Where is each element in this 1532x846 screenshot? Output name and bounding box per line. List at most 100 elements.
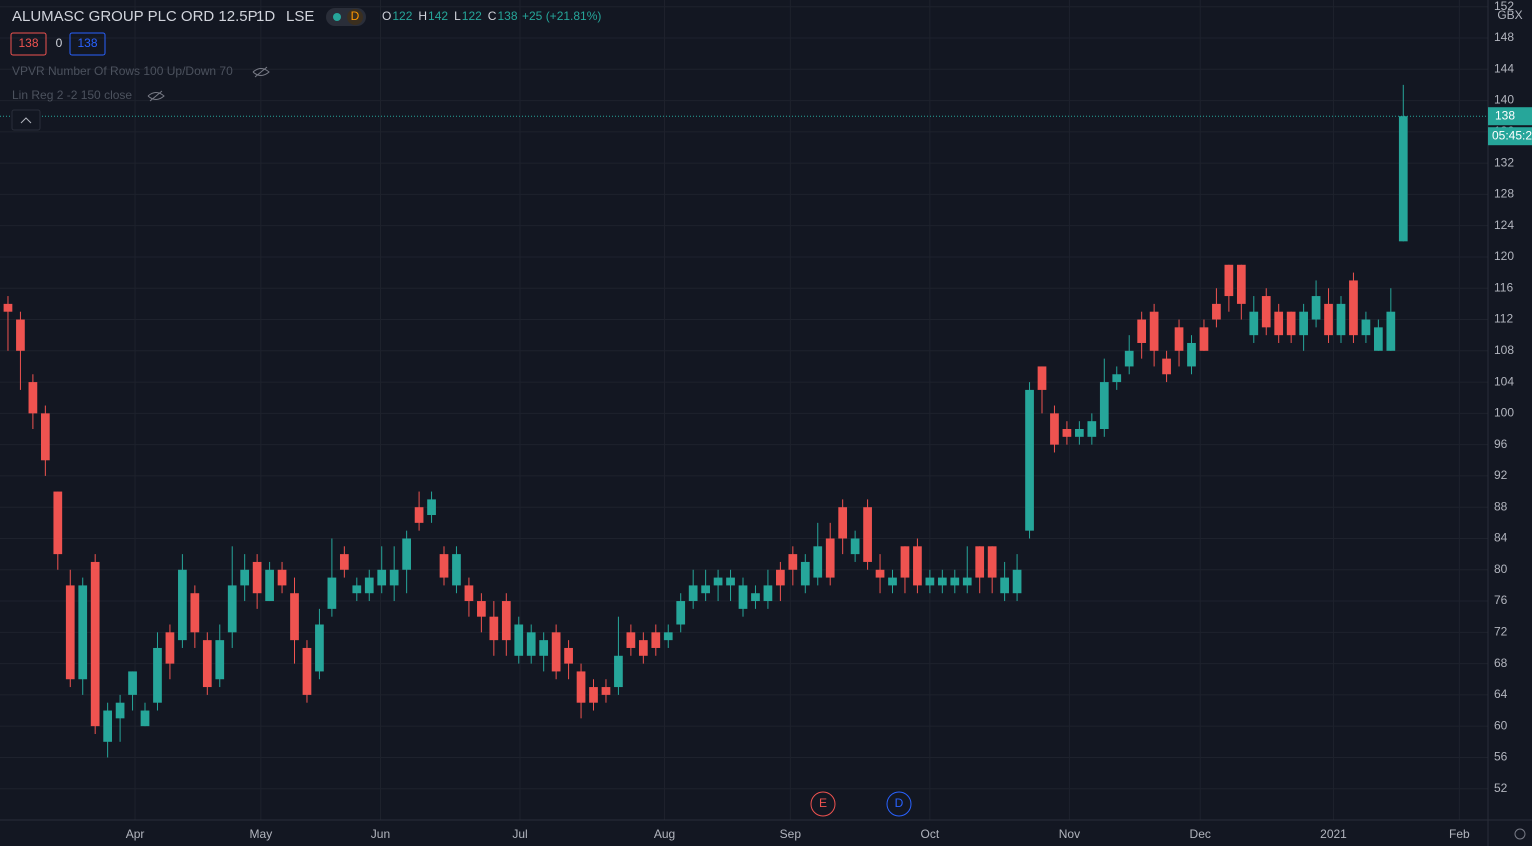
interval[interactable]: 1D	[256, 8, 275, 25]
x-tick-label: Oct	[921, 827, 940, 841]
candle-body	[464, 585, 474, 602]
candle-body	[1374, 327, 1383, 351]
ohlc-key: O	[382, 9, 391, 23]
hidden-icon[interactable]	[252, 66, 270, 78]
x-tick-label: 2021	[1320, 827, 1347, 841]
candle-body	[178, 569, 187, 641]
candle-body	[638, 640, 648, 656]
candle-body	[751, 593, 760, 602]
event-earnings[interactable]	[810, 791, 836, 817]
candle-body	[1261, 296, 1271, 328]
bid-box[interactable]	[10, 32, 47, 56]
candle-body	[763, 585, 773, 602]
candle-body	[875, 569, 885, 578]
candle-body	[738, 585, 748, 609]
symbol: ALUMASC GROUP PLC ORD 12.5P	[12, 8, 258, 25]
countdown-tag	[1488, 127, 1532, 146]
candle-body	[1199, 327, 1209, 351]
candle-body	[1274, 311, 1284, 336]
candle-body	[1249, 311, 1259, 336]
candle-body	[526, 632, 536, 656]
settings-icon[interactable]	[1514, 828, 1526, 840]
candle-body	[863, 507, 872, 562]
candle-body	[190, 593, 200, 633]
y-tick-label: 84	[1494, 531, 1508, 545]
ask: 138	[77, 36, 97, 50]
candle-body	[1162, 358, 1171, 375]
candle-body	[290, 593, 299, 641]
hidden-icon[interactable]	[147, 90, 165, 102]
y-tick-label: 108	[1494, 343, 1514, 357]
candle-body	[1012, 569, 1022, 594]
y-tick-label: 124	[1494, 218, 1514, 232]
collapse-button[interactable]	[11, 109, 41, 131]
candle-body	[626, 632, 636, 648]
candle-body	[1361, 319, 1371, 336]
candle-body	[277, 569, 287, 586]
x-tick-label: May	[250, 827, 273, 841]
y-tick-label: 92	[1494, 468, 1508, 482]
candle-body	[53, 491, 63, 555]
spread: 0	[56, 36, 63, 50]
y-tick-label: 72	[1494, 624, 1508, 638]
y-tick-label: 144	[1494, 61, 1514, 75]
candle-body	[813, 546, 823, 578]
grid	[0, 0, 1488, 820]
x-tick-label: Jul	[512, 827, 527, 841]
candle-body	[925, 577, 935, 586]
candle-body	[240, 569, 250, 586]
event-dividend[interactable]	[886, 791, 912, 817]
candle-body	[1050, 413, 1059, 445]
candle-body	[377, 569, 387, 586]
candle-body	[352, 585, 362, 594]
candle-body	[726, 577, 735, 586]
currency: GBX	[1497, 8, 1522, 22]
indicator[interactable]: Lin Reg 2 -2 150 close	[12, 88, 132, 102]
candle-body	[165, 632, 175, 664]
x-tick-label: Sep	[780, 827, 802, 841]
candle-body	[389, 569, 399, 586]
candle-body	[975, 546, 985, 578]
y-tick-label: 96	[1494, 437, 1508, 451]
ohlc-value: 142	[428, 9, 448, 23]
candle-body	[128, 671, 137, 695]
candle-body	[688, 585, 698, 602]
candle-body	[215, 640, 225, 680]
y-tick-label: 80	[1494, 562, 1508, 576]
y-tick-label: 112	[1494, 312, 1513, 326]
y-tick-label: 148	[1494, 30, 1514, 44]
x-tick-label: Jun	[371, 827, 390, 841]
candle-body	[551, 632, 561, 672]
last-price-label: 138	[1495, 108, 1515, 122]
y-tick-label: 52	[1494, 781, 1508, 795]
x-tick-label: Dec	[1190, 827, 1211, 841]
candle-body	[1174, 327, 1184, 351]
y-tick-label: 116	[1494, 280, 1513, 294]
candle-body	[439, 554, 449, 578]
y-tick-label: 68	[1494, 656, 1508, 670]
candle-body	[825, 538, 835, 578]
ask-box[interactable]	[69, 32, 106, 56]
candle-body	[1149, 311, 1159, 351]
candle-body	[900, 546, 910, 578]
candle-body	[1349, 280, 1358, 336]
candle-body	[1286, 311, 1296, 336]
x-tick-label: Nov	[1059, 827, 1080, 841]
candle-body	[1212, 303, 1221, 320]
y-tick-label: 100	[1494, 406, 1514, 420]
y-tick-label: 88	[1494, 499, 1508, 513]
candle-body	[601, 687, 611, 695]
candle-body	[1311, 296, 1321, 320]
candle-body	[1037, 366, 1047, 390]
candle-body	[1398, 116, 1408, 242]
indicator[interactable]: VPVR Number Of Rows 100 Up/Down 70	[12, 64, 233, 78]
candle-body	[90, 561, 100, 727]
candle-body	[16, 319, 25, 351]
candle-body	[1224, 264, 1234, 297]
candle-body	[103, 710, 112, 742]
candle-body	[427, 499, 436, 516]
candle-body	[838, 507, 848, 539]
candle-body	[1236, 264, 1246, 304]
candle-body	[315, 624, 324, 672]
